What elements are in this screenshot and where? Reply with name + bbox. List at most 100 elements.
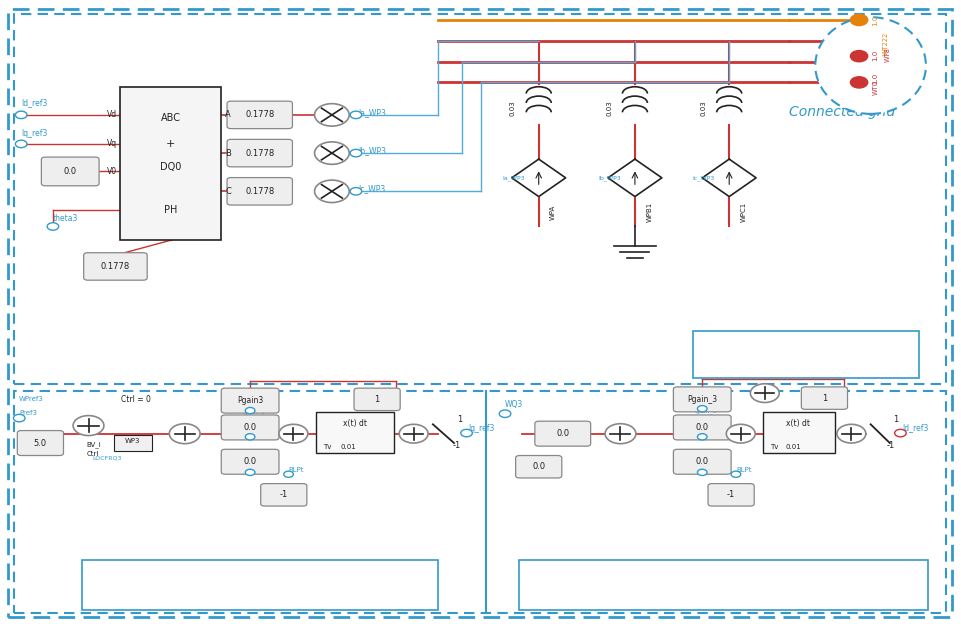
Text: Tv: Tv [769,444,777,451]
Circle shape [697,469,706,475]
Text: A: A [225,110,231,119]
Text: WPA: WPA [550,205,555,220]
Circle shape [730,471,740,477]
Text: Vq: Vq [107,139,117,149]
Text: 0.1778: 0.1778 [245,187,274,196]
Text: 0.0: 0.0 [555,429,569,438]
Text: ABC: ABC [160,113,181,123]
Text: 1: 1 [821,394,826,402]
Text: DQ0: DQ0 [160,162,182,172]
Circle shape [750,384,778,402]
FancyBboxPatch shape [84,253,147,280]
Text: B: B [225,149,231,158]
Text: 1.0: 1.0 [872,49,877,61]
Text: 0.01: 0.01 [785,444,801,451]
Text: Ib_WP3: Ib_WP3 [357,146,385,155]
Text: Pgain_3: Pgain_3 [686,395,717,404]
Circle shape [245,407,255,414]
Text: 0.0: 0.0 [695,423,708,432]
Bar [113,435,152,451]
Text: Iq_ref3: Iq_ref3 [468,424,494,432]
Text: 1: 1 [892,416,897,424]
Text: Ic_WP3: Ic_WP3 [692,175,714,182]
Text: LOCFRQ3: LOCFRQ3 [92,456,122,461]
FancyBboxPatch shape [801,387,847,409]
Circle shape [13,414,25,422]
FancyBboxPatch shape [534,421,590,446]
Text: Connected grid: Connected grid [788,105,894,119]
Text: Id_ref3: Id_ref3 [901,424,927,432]
Text: Iq_ref3: Iq_ref3 [21,129,47,138]
Text: 1.0: 1.0 [872,72,877,84]
Text: Rval: Rval [733,433,749,439]
Text: Vd: Vd [107,110,117,119]
Bar [692,331,918,378]
Circle shape [894,429,905,437]
Text: +: + [166,139,175,149]
Bar [14,391,945,613]
Text: Id_ref3: Id_ref3 [21,98,47,107]
FancyBboxPatch shape [673,387,730,412]
Text: WP3: WP3 [125,438,140,444]
Text: Rval: Rval [283,433,299,439]
Text: theta3: theta3 [53,214,78,223]
Text: 1: 1 [456,416,461,424]
FancyBboxPatch shape [260,484,307,506]
Text: 0.0: 0.0 [243,457,257,466]
Circle shape [460,429,472,437]
Text: Pref3: Pref3 [19,410,37,416]
Text: 0.1778: 0.1778 [245,110,274,119]
FancyBboxPatch shape [227,101,292,129]
Circle shape [399,424,428,443]
Circle shape [850,77,867,88]
Text: PH: PH [164,205,177,215]
Polygon shape [702,159,755,197]
Bar [82,560,437,610]
Text: 0.03: 0.03 [509,100,515,115]
Text: Ic_WP3: Ic_WP3 [357,184,384,193]
Circle shape [15,140,27,148]
Text: 0.01: 0.01 [340,444,356,451]
FancyBboxPatch shape [41,157,99,186]
Bar [315,412,394,453]
Circle shape [47,223,59,230]
Text: 0.1778: 0.1778 [101,262,130,271]
FancyBboxPatch shape [673,449,730,474]
Polygon shape [607,159,661,197]
Circle shape [314,142,349,164]
Text: WPref3: WPref3 [19,396,44,402]
Circle shape [15,111,27,119]
Circle shape [697,434,706,440]
FancyBboxPatch shape [221,449,279,474]
Bar [762,412,834,453]
Text: WT222: WT222 [882,32,888,56]
Text: BV_i: BV_i [86,441,101,448]
Circle shape [350,111,361,119]
Text: x(t) dt: x(t) dt [343,419,366,427]
Text: Ia_WP3: Ia_WP3 [502,175,525,182]
Circle shape [73,416,104,436]
Text: WPB1: WPB1 [646,202,652,222]
Text: 0.0: 0.0 [531,462,545,471]
Circle shape [245,469,255,475]
Text: Ib_WP3: Ib_WP3 [598,175,621,182]
Circle shape [314,180,349,203]
FancyBboxPatch shape [707,484,753,506]
Text: Igain_3: Igain_3 [692,467,715,473]
Circle shape [279,424,308,443]
Text: 0.03: 0.03 [605,100,611,115]
Circle shape [604,424,635,444]
Text: BLPt: BLPt [288,467,304,473]
Text: Pgain3: Pgain3 [236,396,263,405]
Text: Reactive power controller: Reactive power controller [637,579,808,592]
Circle shape [850,51,867,62]
Circle shape [283,471,293,477]
Bar [14,14,945,384]
FancyBboxPatch shape [221,388,279,413]
Text: Igain_3: Igain_3 [694,408,717,414]
Text: x(t) dt: x(t) dt [786,419,809,427]
Circle shape [314,104,349,126]
Ellipse shape [814,17,924,114]
Text: Active power controller: Active power controller [183,579,336,592]
FancyBboxPatch shape [673,415,730,440]
